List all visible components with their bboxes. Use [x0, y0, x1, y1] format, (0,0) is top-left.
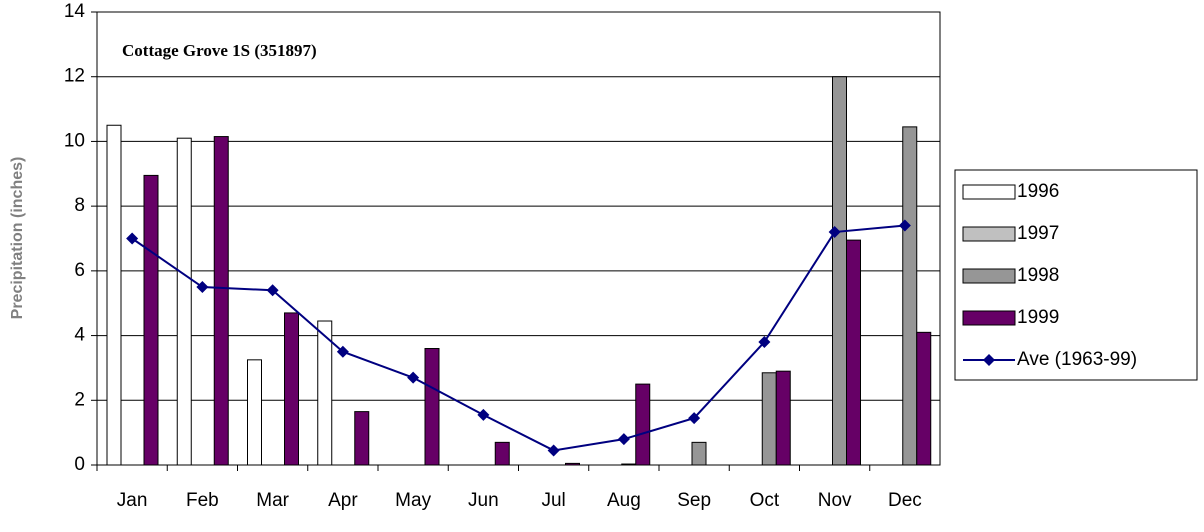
- y-tick-label: 8: [74, 195, 85, 216]
- marker: [407, 371, 420, 384]
- y-tick-label: 4: [74, 325, 85, 346]
- marker: [266, 284, 279, 297]
- x-tick-label: May: [395, 490, 431, 511]
- x-tick-label: Oct: [750, 490, 780, 511]
- bar: [317, 320, 333, 466]
- x-tick-label: Apr: [328, 490, 358, 511]
- marker: [336, 345, 349, 358]
- x-tick-label: Sep: [677, 490, 711, 511]
- legend-label: 1998: [1017, 265, 1059, 286]
- y-tick-label: 10: [64, 130, 85, 151]
- bar: [354, 411, 370, 466]
- marker: [196, 281, 209, 294]
- y-tick-label: 14: [64, 1, 86, 22]
- x-tick-label: Jan: [117, 490, 148, 511]
- bar: [832, 76, 847, 466]
- x-tick-label: Jul: [541, 490, 565, 511]
- legend-swatch: [962, 184, 1016, 200]
- bar: [424, 348, 440, 466]
- bar: [916, 331, 932, 466]
- marker: [126, 232, 139, 245]
- legend-swatch: [962, 226, 1016, 242]
- chart-title: Cottage Grove 1S (351897): [122, 41, 317, 60]
- marker: [688, 412, 701, 425]
- marker: [547, 444, 560, 457]
- x-tick-label: Jun: [468, 490, 499, 511]
- legend-label: 1996: [1017, 181, 1059, 202]
- bar: [846, 239, 861, 466]
- bar: [176, 137, 192, 466]
- bar: [247, 359, 262, 466]
- legend-swatch: [962, 310, 1016, 326]
- legend-label: 1999: [1017, 307, 1059, 328]
- bar: [284, 312, 299, 466]
- bar: [494, 441, 510, 466]
- legend-marker: [983, 354, 995, 366]
- legend-label: Ave (1963-99): [1017, 349, 1137, 370]
- x-tick-label: Nov: [818, 490, 852, 511]
- marker: [828, 226, 841, 239]
- marker: [477, 408, 490, 421]
- x-tick-label: Mar: [256, 490, 289, 511]
- x-tick-label: Dec: [888, 490, 922, 511]
- line-series: [131, 224, 905, 452]
- marker: [617, 433, 630, 446]
- bar: [565, 462, 580, 466]
- bar: [902, 126, 918, 466]
- marker: [758, 336, 771, 349]
- y-axis-label: Precipitation (inches): [9, 157, 26, 320]
- x-tick-label: Feb: [186, 490, 219, 511]
- y-tick-label: 12: [64, 66, 85, 87]
- bar: [691, 441, 707, 466]
- y-tick-label: 2: [74, 389, 85, 410]
- bar: [106, 124, 122, 466]
- bar: [213, 136, 229, 466]
- legend-swatch: [962, 268, 1016, 284]
- bar: [761, 372, 777, 466]
- bar: [143, 174, 159, 466]
- y-tick-label: 0: [74, 454, 85, 475]
- x-tick-label: Aug: [607, 490, 641, 511]
- y-tick-label: 6: [74, 260, 85, 281]
- bar: [775, 370, 791, 466]
- bar: [635, 383, 651, 466]
- legend-label: 1997: [1017, 223, 1059, 244]
- bar: [621, 463, 637, 466]
- marker: [898, 219, 911, 232]
